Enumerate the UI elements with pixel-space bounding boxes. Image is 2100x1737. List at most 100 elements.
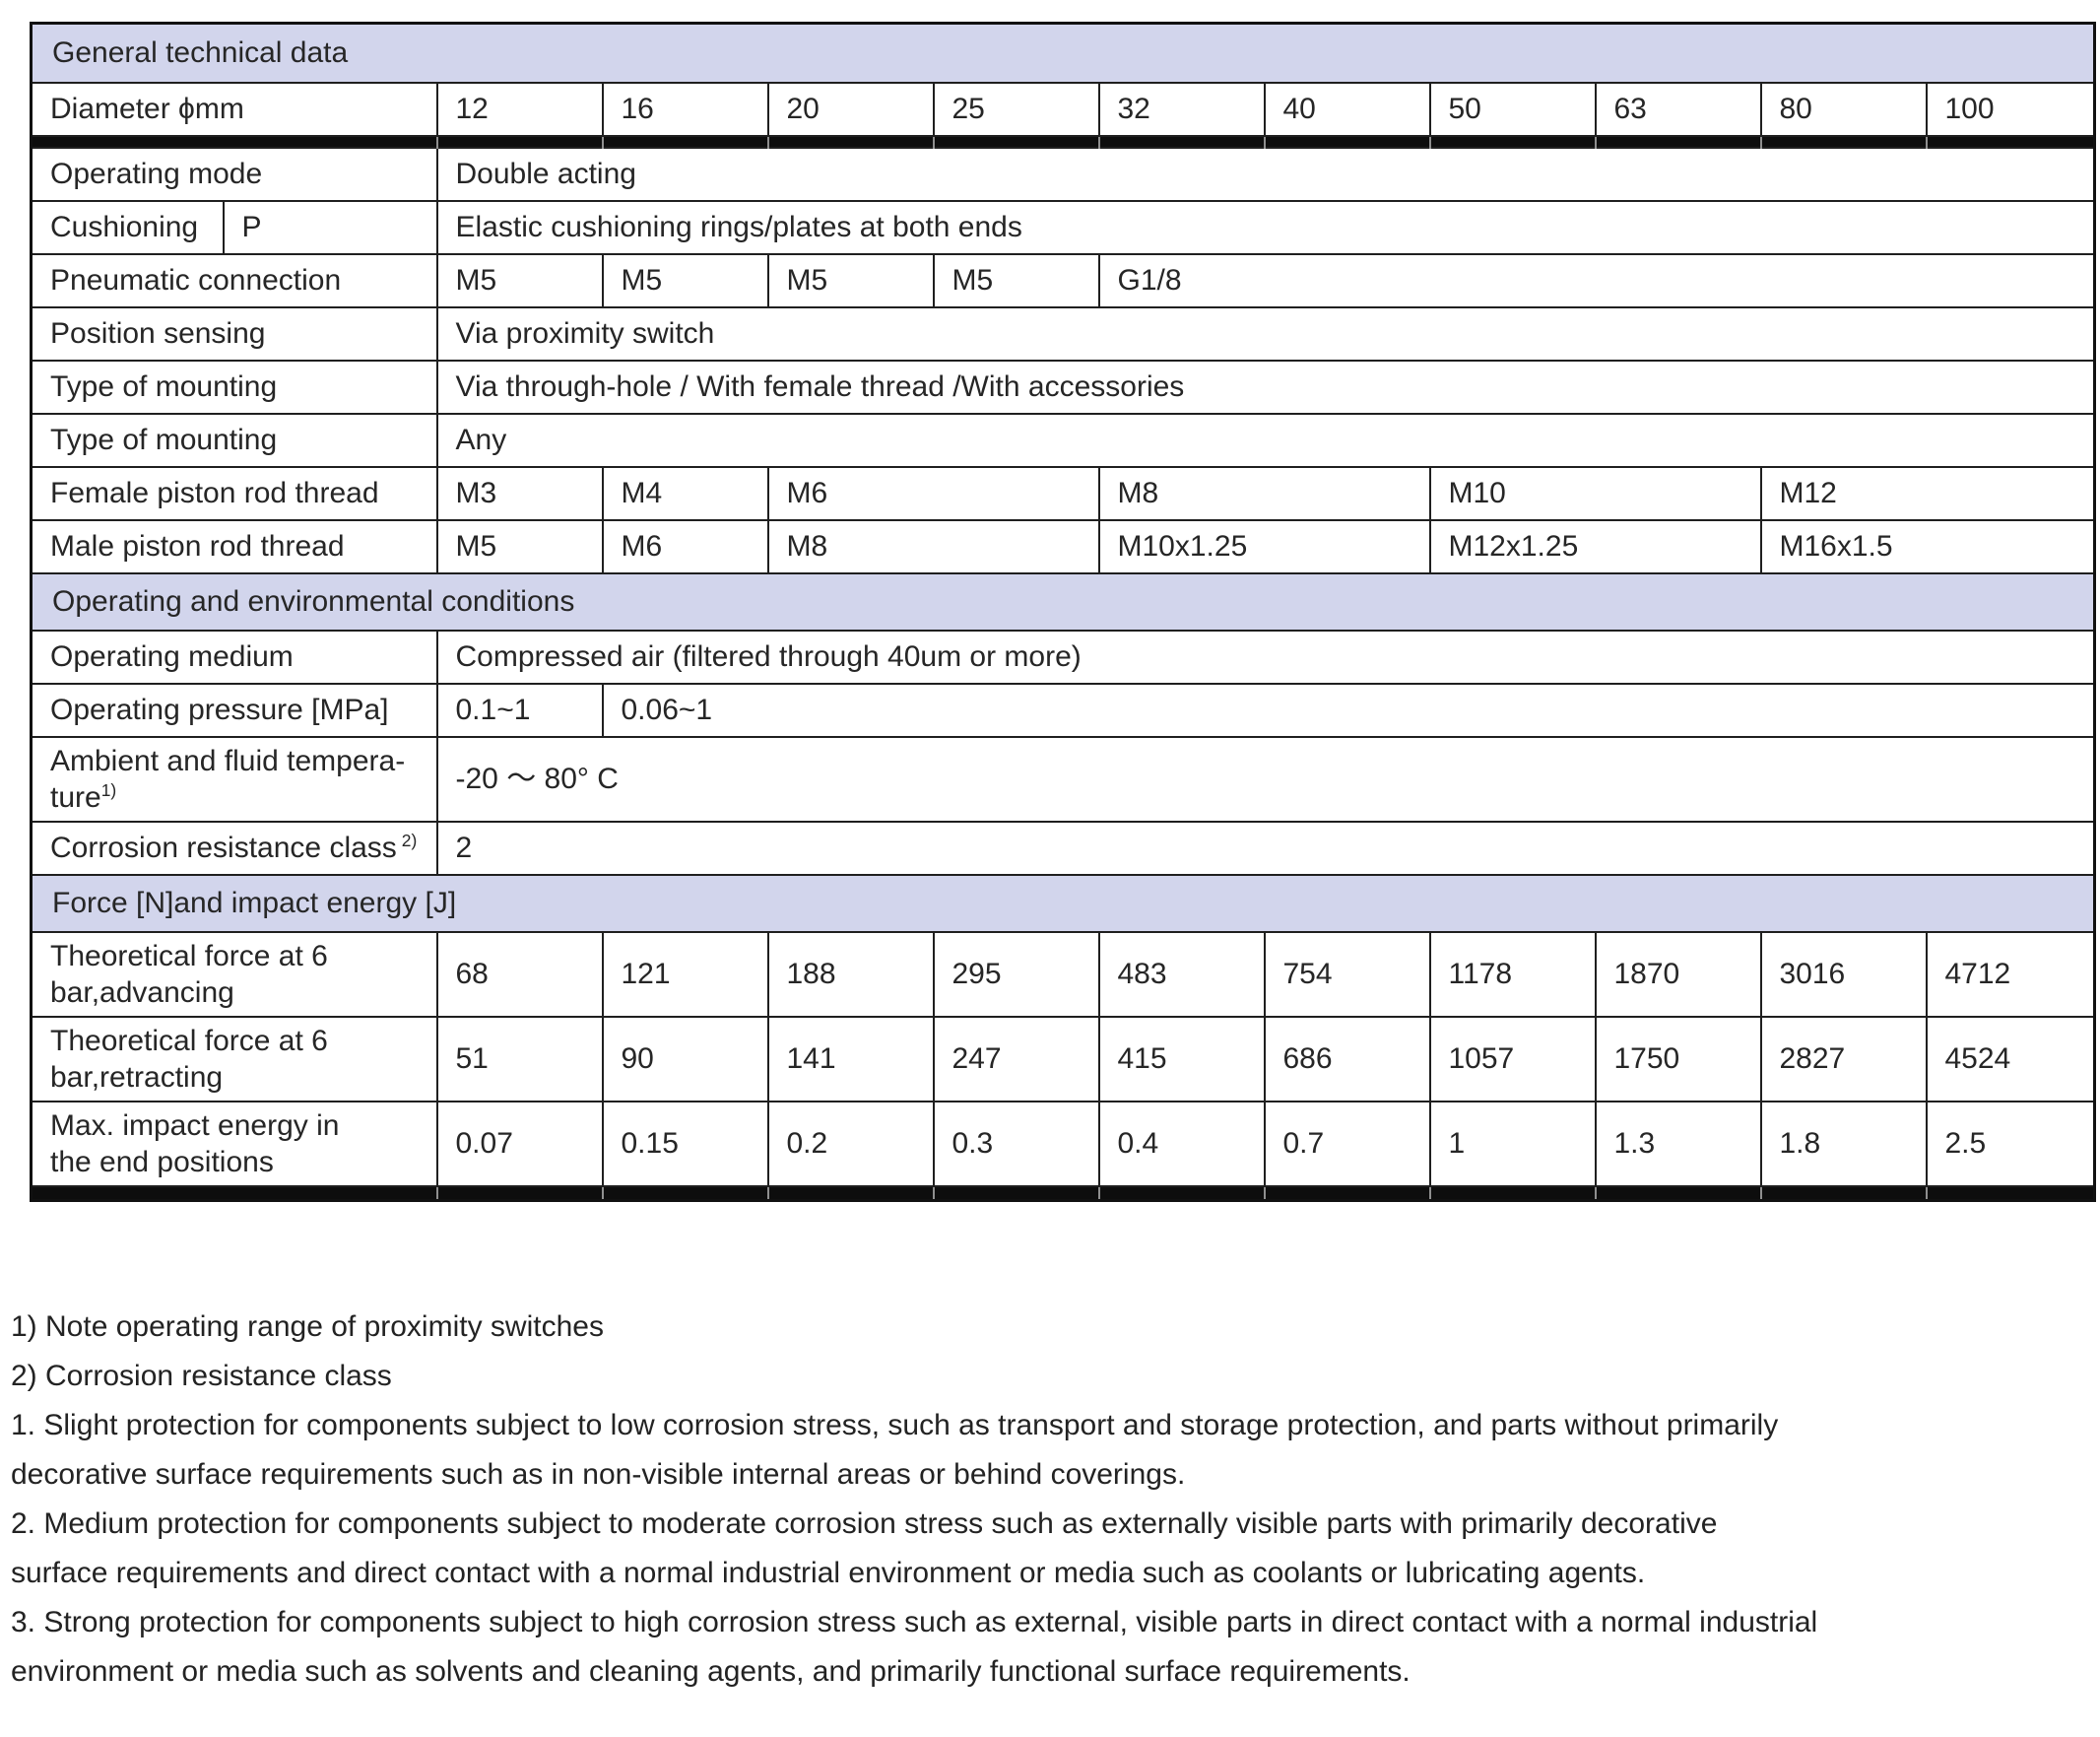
diameter-value-cell: 100 xyxy=(1925,82,2096,137)
impact-energy-cell: 0.3 xyxy=(932,1101,1100,1187)
male-thread-cell: M16x1.5 xyxy=(1759,519,2096,574)
pneumatic-connection-row: Pneumatic connection M5 M5 M5 M5 G1/8 xyxy=(30,253,2096,308)
impact-energy-cell: 0.7 xyxy=(1263,1101,1431,1187)
diameter-row: Diameter ϕmm 12 16 20 25 32 40 50 63 80 … xyxy=(30,82,2096,137)
corrosion-row: Corrosion resistance class 2) 2 xyxy=(30,821,2096,876)
male-thread-cell: M6 xyxy=(601,519,769,574)
position-sensing-row: Position sensing Via proximity switch xyxy=(30,306,2096,362)
female-thread-cell: M12 xyxy=(1759,466,2096,521)
footnotes-block: 1) Note operating range of proximity swi… xyxy=(11,1303,2089,1697)
force-advancing-cell: 121 xyxy=(601,931,769,1018)
male-thread-row: Male piston rod thread M5 M6 M8 M10x1.25… xyxy=(30,519,2096,574)
force-retracting-cell: 686 xyxy=(1263,1016,1431,1102)
footnote-mark-2: 2) xyxy=(401,831,418,851)
footnote-line: 2) Corrosion resistance class xyxy=(11,1360,392,1392)
footnote-line: 1. Slight protection for components subj… xyxy=(11,1409,1779,1441)
mounting-type-row-2: Type of mounting Any xyxy=(30,413,2096,468)
position-sensing-value: Via proximity switch xyxy=(435,306,2096,362)
female-thread-cell: M3 xyxy=(435,466,604,521)
force-advancing-cell: 68 xyxy=(435,931,604,1018)
footnote-line: surface requirements and direct contact … xyxy=(11,1557,1646,1589)
female-thread-cell: M6 xyxy=(766,466,1100,521)
impact-energy-row: Max. impact energy in the end positions 0… xyxy=(30,1101,2096,1187)
force-advancing-cell: 1178 xyxy=(1428,931,1597,1018)
impact-energy-cell: 2.5 xyxy=(1925,1101,2096,1187)
operating-mode-value: Double acting xyxy=(435,147,2096,202)
row-label-force-retracting: Theoretical force at 6 bar,retracting xyxy=(30,1016,438,1102)
operating-pressure-row: Operating pressure [MPa] 0.1~1 0.06~1 xyxy=(30,683,2096,738)
impact-energy-cell: 0.07 xyxy=(435,1101,604,1187)
force-retracting-cell: 247 xyxy=(932,1016,1100,1102)
force-advancing-row: Theoretical force at 6 bar,advancing 68 1… xyxy=(30,931,2096,1018)
force-advancing-cell: 4712 xyxy=(1925,931,2096,1018)
footnote-line: environment or media such as solvents an… xyxy=(11,1655,1411,1688)
force-advancing-cell: 1870 xyxy=(1594,931,1762,1018)
force-retracting-cell: 2827 xyxy=(1759,1016,1928,1102)
footnote-line: decorative surface requirements such as … xyxy=(11,1458,1186,1491)
diameter-value-cell: 80 xyxy=(1759,82,1928,137)
pneumatic-value-cell: M5 xyxy=(601,253,769,308)
force-retracting-cell: 90 xyxy=(601,1016,769,1102)
female-thread-cell: M8 xyxy=(1097,466,1431,521)
row-label-cushioning: Cushioning xyxy=(30,200,225,255)
operating-mode-row: Operating mode Double acting xyxy=(30,147,2096,202)
footnote-line: 3. Strong protection for components subj… xyxy=(11,1606,1818,1638)
row-label-corrosion: Corrosion resistance class 2) xyxy=(30,821,438,876)
impact-energy-cell: 1.8 xyxy=(1759,1101,1928,1187)
row-label-force-advancing: Theoretical force at 6 bar,advancing xyxy=(30,931,438,1018)
operating-medium-value: Compressed air (filtered through 40um or… xyxy=(435,630,2096,685)
female-thread-row: Female piston rod thread M3 M4 M6 M8 M10… xyxy=(30,466,2096,521)
section-header-force: Force [N]and impact energy [J] xyxy=(30,874,2096,933)
section-title: Operating and environmental conditions xyxy=(30,572,2096,632)
row-label-female-thread: Female piston rod thread xyxy=(30,466,438,521)
row-label-operating-mode: Operating mode xyxy=(30,147,438,202)
diameter-value-cell: 12 xyxy=(435,82,604,137)
female-thread-cell: M10 xyxy=(1428,466,1762,521)
section-title: General technical data xyxy=(30,22,2096,84)
footnote-line: 2. Medium protection for components subj… xyxy=(11,1507,1718,1540)
pneumatic-value-cell: M5 xyxy=(435,253,604,308)
row-label-mounting-2: Type of mounting xyxy=(30,413,438,468)
thick-bottom-bar xyxy=(30,1185,2096,1201)
operating-pressure-cell: 0.06~1 xyxy=(601,683,2096,738)
ambient-temp-value: -20 ～ 80° C xyxy=(435,736,2096,823)
row-label-position-sensing: Position sensing xyxy=(30,306,438,362)
diameter-value-cell: 50 xyxy=(1428,82,1597,137)
technical-data-table: General technical data Diameter ϕmm 12 1… xyxy=(30,22,2096,1202)
force-retracting-cell: 51 xyxy=(435,1016,604,1102)
force-advancing-cell: 754 xyxy=(1263,931,1431,1018)
cushioning-value: Elastic cushioning rings/plates at both … xyxy=(435,200,2096,255)
mounting-type-row-1: Type of mounting Via through-hole / With… xyxy=(30,360,2096,415)
force-advancing-cell: 295 xyxy=(932,931,1100,1018)
pneumatic-value-cell: M5 xyxy=(932,253,1100,308)
row-label-operating-pressure: Operating pressure [MPa] xyxy=(30,683,438,738)
impact-energy-cell: 1 xyxy=(1428,1101,1597,1187)
ambient-temp-row: Ambient and fluid tempera-ture1) -20 ～ 8… xyxy=(30,736,2096,823)
female-thread-cell: M4 xyxy=(601,466,769,521)
impact-energy-cell: 0.15 xyxy=(601,1101,769,1187)
row-label-mounting-1: Type of mounting xyxy=(30,360,438,415)
section-header-operating-env: Operating and environmental conditions xyxy=(30,572,2096,632)
impact-energy-cell: 0.4 xyxy=(1097,1101,1266,1187)
mounting-value-2: Any xyxy=(435,413,2096,468)
mounting-value-1: Via through-hole / With female thread /W… xyxy=(435,360,2096,415)
footnote-mark-1: 1) xyxy=(100,780,117,800)
impact-energy-cell: 1.3 xyxy=(1594,1101,1762,1187)
row-label-pneumatic: Pneumatic connection xyxy=(30,253,438,308)
diameter-value-cell: 63 xyxy=(1594,82,1762,137)
footnote-line: 1) Note operating range of proximity swi… xyxy=(11,1310,604,1343)
cushioning-row: Cushioning P Elastic cushioning rings/pl… xyxy=(30,200,2096,255)
diameter-value-cell: 32 xyxy=(1097,82,1266,137)
male-thread-cell: M12x1.25 xyxy=(1428,519,1762,574)
row-label-operating-medium: Operating medium xyxy=(30,630,438,685)
section-title: Force [N]and impact energy [J] xyxy=(30,874,2096,933)
force-retracting-cell: 1057 xyxy=(1428,1016,1597,1102)
pneumatic-value-cell: G1/8 xyxy=(1097,253,2096,308)
diameter-value-cell: 40 xyxy=(1263,82,1431,137)
cushioning-code: P xyxy=(222,200,438,255)
diameter-value-cell: 20 xyxy=(766,82,935,137)
force-advancing-cell: 483 xyxy=(1097,931,1266,1018)
force-retracting-cell: 141 xyxy=(766,1016,935,1102)
force-advancing-cell: 3016 xyxy=(1759,931,1928,1018)
male-thread-cell: M10x1.25 xyxy=(1097,519,1431,574)
